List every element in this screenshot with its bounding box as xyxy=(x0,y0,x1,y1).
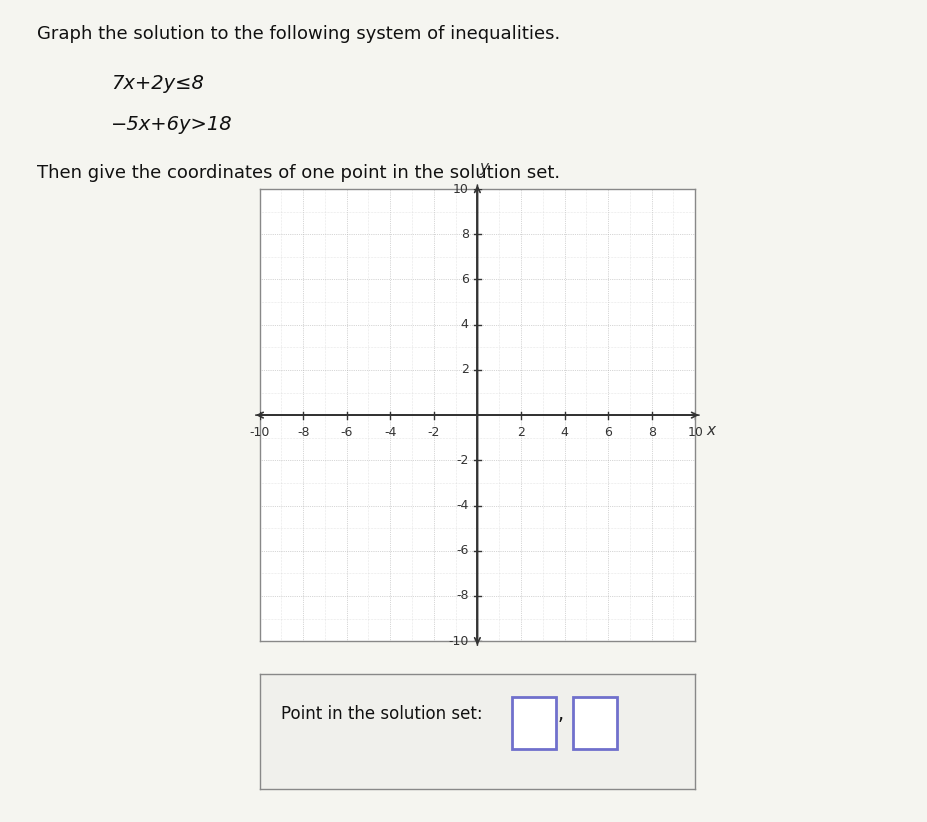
FancyBboxPatch shape xyxy=(513,697,556,749)
Text: 6: 6 xyxy=(461,273,469,286)
Text: 4: 4 xyxy=(461,318,469,331)
Text: ,: , xyxy=(557,704,564,724)
Text: 6: 6 xyxy=(604,427,612,440)
Text: -8: -8 xyxy=(297,427,310,440)
Text: -10: -10 xyxy=(449,635,469,648)
Text: 10: 10 xyxy=(452,182,469,196)
Text: -10: -10 xyxy=(249,427,270,440)
FancyBboxPatch shape xyxy=(573,697,616,749)
Text: -8: -8 xyxy=(456,589,469,603)
Text: 2: 2 xyxy=(461,363,469,376)
Text: -4: -4 xyxy=(384,427,397,440)
Text: y: y xyxy=(479,160,489,176)
Text: -2: -2 xyxy=(427,427,440,440)
Text: 2: 2 xyxy=(517,427,525,440)
Text: Graph the solution to the following system of inequalities.: Graph the solution to the following syst… xyxy=(37,25,560,43)
Text: 4: 4 xyxy=(561,427,568,440)
Text: -6: -6 xyxy=(456,544,469,557)
Text: 7x+2y≤8: 7x+2y≤8 xyxy=(111,74,204,93)
Text: −5x+6y>18: −5x+6y>18 xyxy=(111,115,233,134)
Text: -4: -4 xyxy=(456,499,469,512)
Text: 10: 10 xyxy=(687,427,704,440)
Text: x: x xyxy=(706,423,715,438)
Text: Then give the coordinates of one point in the solution set.: Then give the coordinates of one point i… xyxy=(37,164,560,182)
Text: Point in the solution set:: Point in the solution set: xyxy=(281,705,483,723)
Text: 8: 8 xyxy=(461,228,469,241)
Text: -2: -2 xyxy=(456,454,469,467)
Text: -6: -6 xyxy=(340,427,353,440)
Text: 8: 8 xyxy=(648,427,655,440)
